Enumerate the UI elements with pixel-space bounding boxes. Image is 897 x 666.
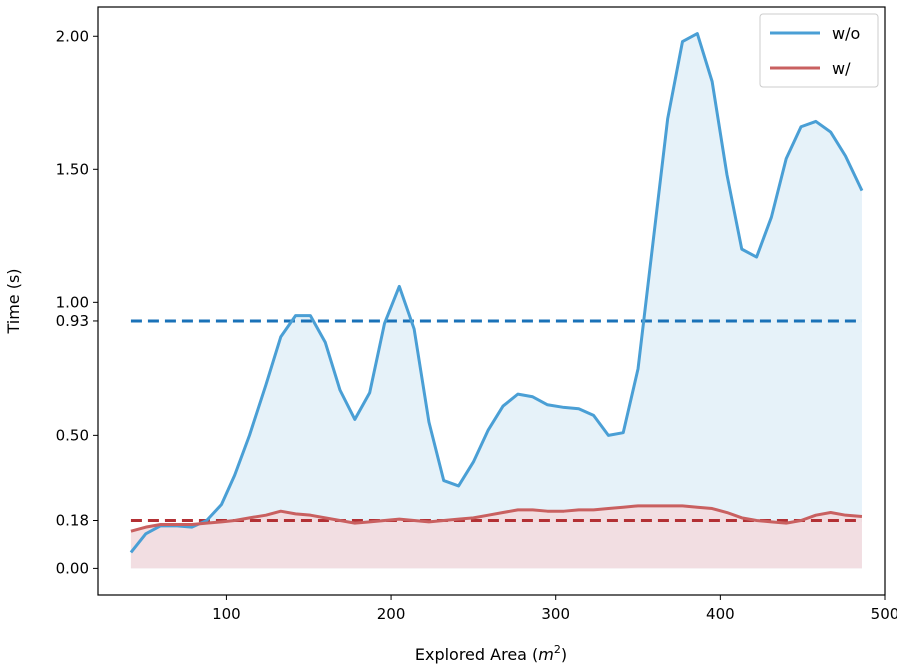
y-axis-ticks: 0.00 0.18 0.50 0.931.00 1.50 2.00 — [56, 27, 98, 577]
y-tick-label: 0.18 — [56, 512, 89, 530]
y-tick-label: 0.00 — [56, 559, 89, 577]
legend-label-wo: w/o — [832, 24, 860, 43]
y-axis-label: Time (s) — [4, 268, 23, 334]
x-axis-label: Explored Area (m2) — [415, 643, 567, 664]
mean-lines — [130, 319, 862, 523]
series-line-1 — [130, 504, 863, 533]
legend-box — [759, 13, 879, 88]
x-tick-label: 300 — [541, 605, 570, 623]
plot-frame — [97, 6, 886, 596]
y-tick-label: 2.00 — [56, 27, 89, 45]
x-tick-label: 100 — [212, 605, 241, 623]
x-tick-label: 200 — [377, 605, 406, 623]
y-tick-label: 0.50 — [56, 426, 89, 444]
x-tick-label: 400 — [706, 605, 735, 623]
legend-label-w: w/ — [832, 59, 851, 78]
series-lines — [129, 32, 864, 554]
fill-area-0 — [130, 33, 862, 569]
x-tick-label: 500 — [871, 605, 897, 623]
y-tick-label: 0.93 — [56, 312, 89, 330]
y-tick-label: 1.50 — [56, 160, 89, 178]
series-line-0 — [129, 32, 864, 554]
area-fills — [130, 33, 862, 569]
legend: w/o w/ — [759, 13, 879, 88]
x-axis-ticks: 100 200 300 400 500 — [212, 595, 897, 623]
y-tick-label: 1.00 — [56, 293, 89, 311]
